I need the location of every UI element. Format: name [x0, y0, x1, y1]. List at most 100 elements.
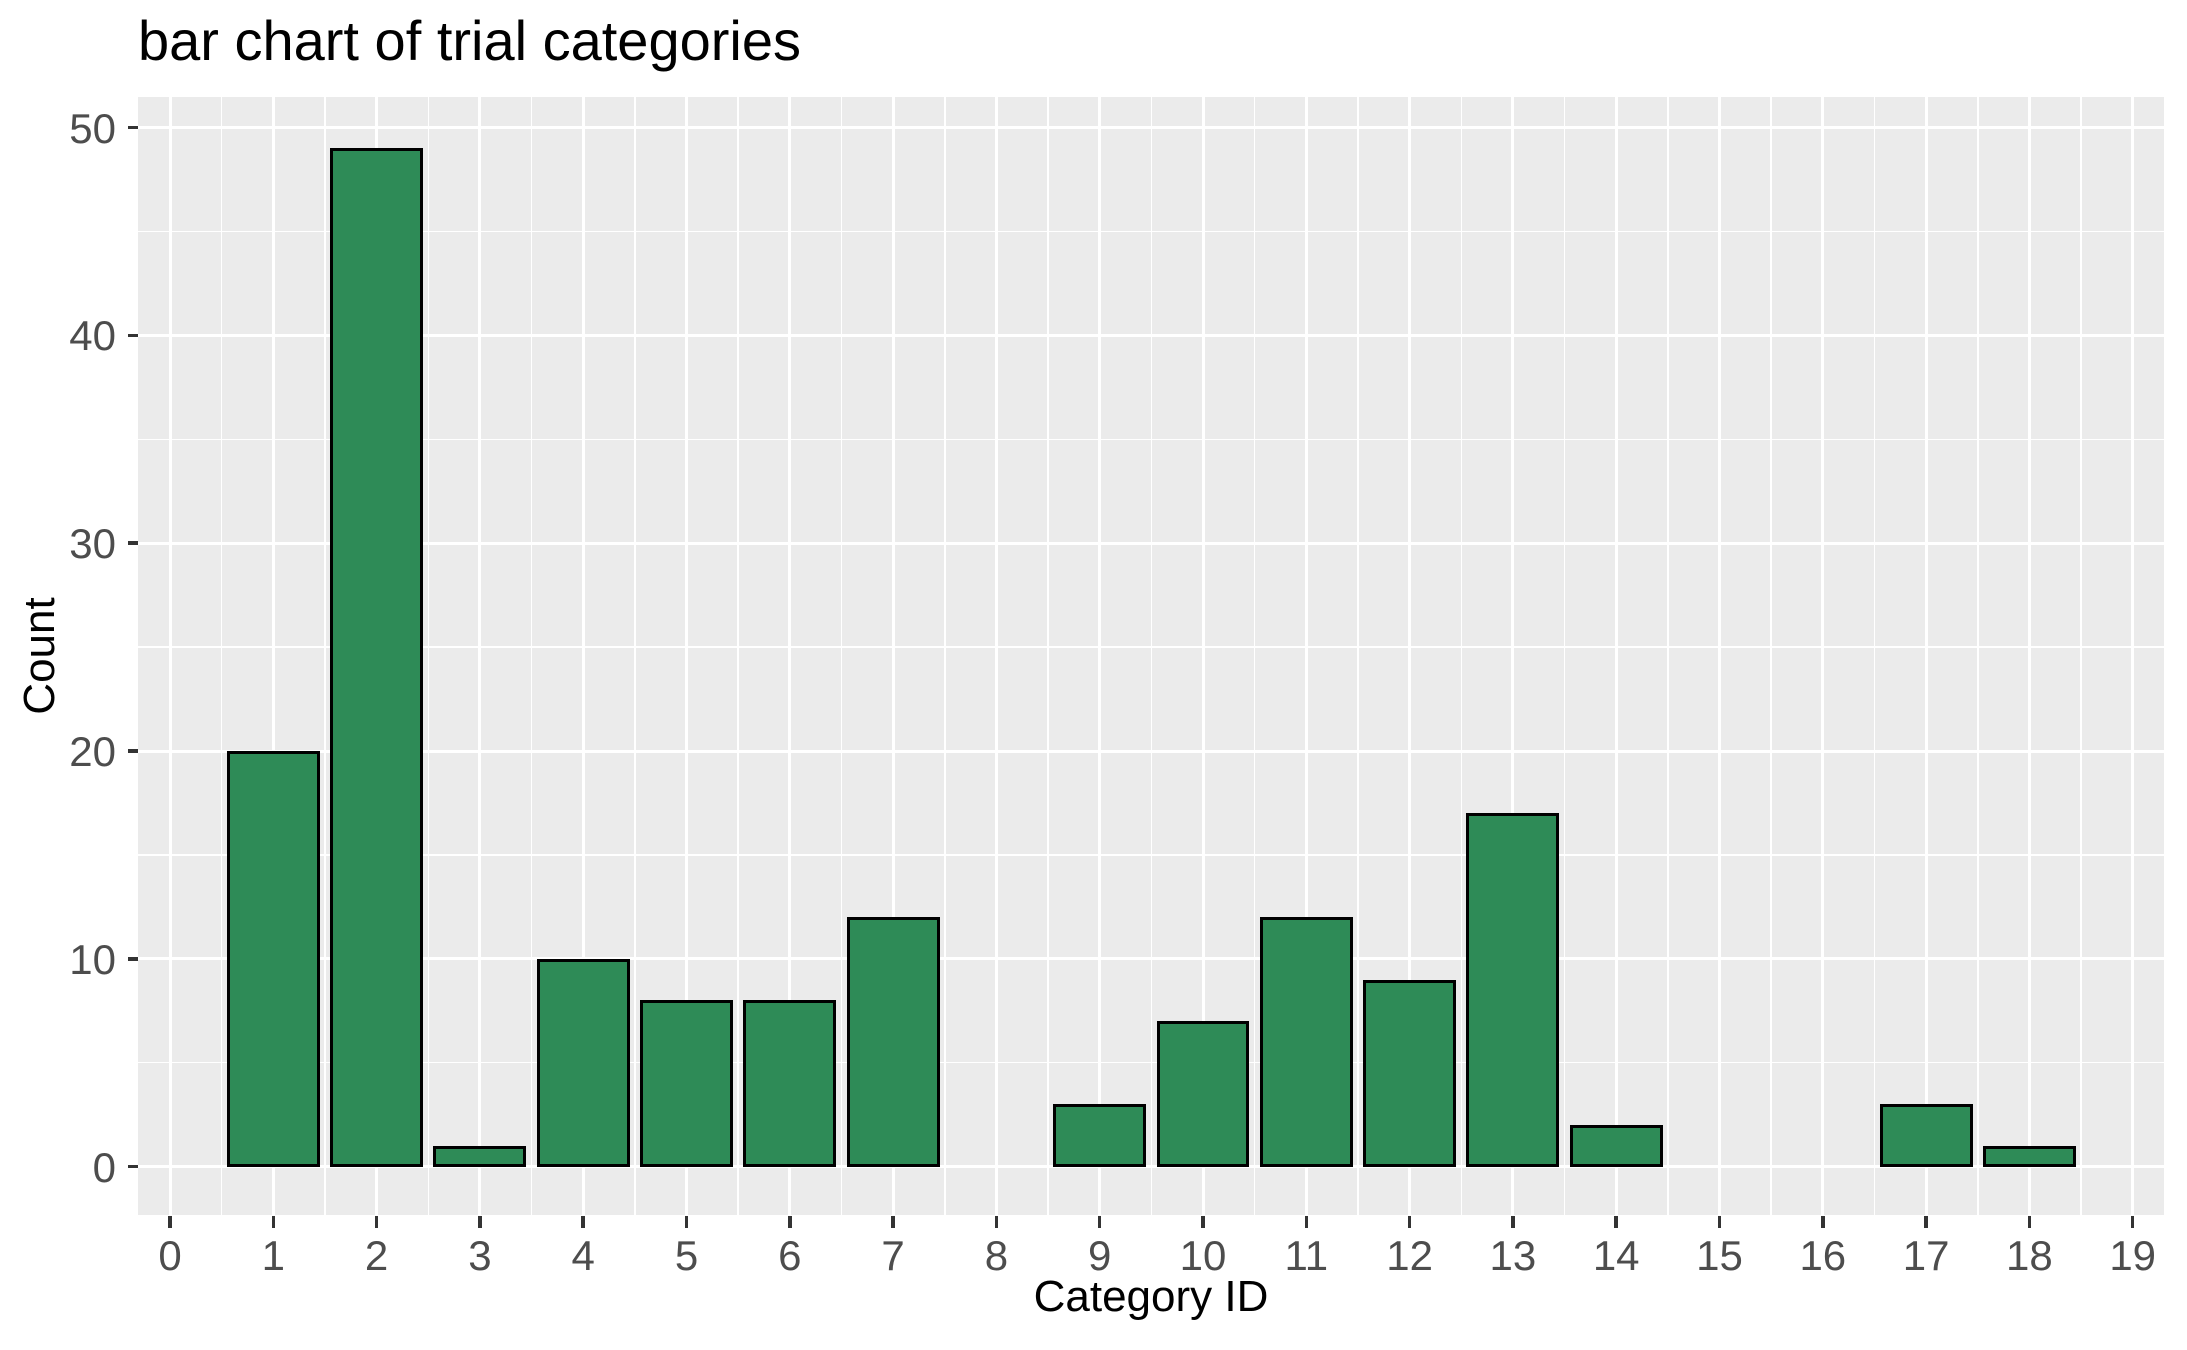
gridline-v-minor [1873, 97, 1876, 1215]
gridline-v-minor [530, 97, 533, 1215]
gridline-v-major [994, 97, 998, 1215]
gridline-v-minor [324, 97, 326, 1215]
gridline-v-minor [1770, 97, 1772, 1215]
x-tick-label: 15 [1696, 1232, 1743, 1279]
gridline-v-minor [737, 97, 739, 1215]
x-tick-label: 17 [1902, 1232, 1950, 1279]
y-axis-title: Count [15, 597, 64, 715]
y-tick-label: 50 [69, 104, 116, 152]
gridline-v-minor [1460, 97, 1462, 1215]
x-tick-mark [168, 1216, 172, 1228]
x-tick-label: 3 [468, 1232, 492, 1279]
bar-category-4 [536, 958, 630, 1167]
gridline-v-major [581, 97, 585, 1215]
bar-category-17 [1879, 1104, 1973, 1167]
bar-category-13 [1466, 813, 1560, 1167]
gridline-v-major [1201, 97, 1205, 1215]
bar-category-3 [433, 1145, 527, 1167]
bar-category-18 [1982, 1145, 2076, 1167]
bar-category-11 [1259, 917, 1353, 1167]
x-tick-mark [1717, 1216, 1722, 1228]
gridline-v-minor [427, 97, 429, 1215]
y-tick-label: 10 [69, 935, 116, 983]
gridline-v-minor [840, 97, 843, 1215]
x-axis-title: Category ID [1033, 1272, 1269, 1321]
gridline-v-major [2131, 97, 2135, 1215]
y-tick-mark [128, 125, 138, 130]
x-tick-label: 11 [1284, 1232, 1329, 1279]
x-tick-mark [374, 1216, 379, 1228]
x-tick-mark [994, 1216, 999, 1228]
bar-category-14 [1569, 1125, 1663, 1167]
y-tick-label: 20 [69, 728, 116, 775]
x-tick-label: 6 [778, 1232, 802, 1279]
x-tick-label: 8 [984, 1232, 1009, 1279]
gridline-v-minor [1667, 97, 1669, 1215]
x-tick-label: 16 [1799, 1232, 1847, 1279]
gridline-v-major [1718, 97, 1721, 1215]
gridline-v-minor [1563, 97, 1566, 1215]
x-tick-mark [271, 1216, 276, 1228]
x-tick-label: 7 [881, 1232, 905, 1279]
gridline-v-major [1304, 97, 1308, 1215]
x-tick-mark [478, 1216, 482, 1228]
x-tick-mark [1097, 1216, 1102, 1228]
x-tick-mark [1201, 1216, 1205, 1228]
y-tick-mark [128, 957, 138, 961]
x-tick-label: 4 [571, 1232, 595, 1279]
bar-category-5 [640, 1000, 733, 1167]
x-tick-mark [1614, 1216, 1618, 1228]
gridline-v-minor [1047, 97, 1049, 1215]
x-tick-label: 13 [1489, 1232, 1537, 1279]
bar-category-2 [330, 148, 424, 1167]
gridline-v-major [685, 97, 688, 1215]
y-tick-mark [128, 749, 138, 753]
gridline-v-major [788, 97, 792, 1215]
gridline-v-major [1408, 97, 1412, 1215]
x-tick-mark [788, 1216, 792, 1228]
chart-title: bar chart of trial categories [138, 9, 801, 72]
gridline-v-major [1614, 97, 1618, 1215]
gridline-v-major [1821, 97, 1825, 1215]
x-tick-label: 5 [674, 1232, 699, 1279]
x-tick-label: 10 [1179, 1232, 1227, 1279]
gridline-v-minor [1357, 97, 1359, 1215]
x-tick-label: 18 [2006, 1232, 2053, 1279]
x-tick-mark [684, 1216, 689, 1228]
x-tick-mark [2130, 1216, 2135, 1228]
x-tick-label: 0 [158, 1232, 182, 1279]
y-tick-mark [128, 1164, 138, 1169]
gridline-v-major [1924, 97, 1928, 1215]
x-tick-label: 9 [1088, 1232, 1112, 1279]
gridline-v-major [271, 97, 275, 1215]
x-tick-mark [1511, 1216, 1515, 1228]
x-tick-label: 2 [364, 1232, 389, 1279]
gridline-v-minor [1150, 97, 1153, 1215]
gridline-v-major [478, 97, 482, 1215]
x-tick-mark [1924, 1216, 1928, 1228]
gridline-v-major [168, 97, 172, 1215]
gridline-v-minor [2080, 97, 2082, 1215]
bar-category-9 [1053, 1104, 1147, 1167]
x-tick-mark [2027, 1216, 2032, 1228]
bar-category-6 [743, 1000, 837, 1167]
gridline-v-major [891, 97, 895, 1215]
y-tick-label: 40 [69, 312, 116, 360]
y-tick-label: 30 [69, 520, 116, 568]
y-tick-mark [128, 333, 138, 338]
x-tick-mark [891, 1216, 895, 1228]
gridline-v-minor [1253, 97, 1256, 1215]
x-tick-mark [1304, 1216, 1309, 1228]
x-tick-label: 12 [1386, 1232, 1433, 1279]
bar-category-7 [846, 917, 940, 1167]
x-tick-mark [1821, 1216, 1825, 1228]
gridline-v-major [1511, 97, 1515, 1215]
plot-panel [138, 97, 2164, 1215]
x-tick-label: 14 [1592, 1232, 1640, 1279]
gridline-v-minor [220, 97, 223, 1215]
y-tick-label: 0 [92, 1143, 116, 1191]
gridline-v-major [2027, 97, 2031, 1215]
x-tick-mark [1407, 1216, 1412, 1228]
bar-category-10 [1156, 1021, 1250, 1167]
